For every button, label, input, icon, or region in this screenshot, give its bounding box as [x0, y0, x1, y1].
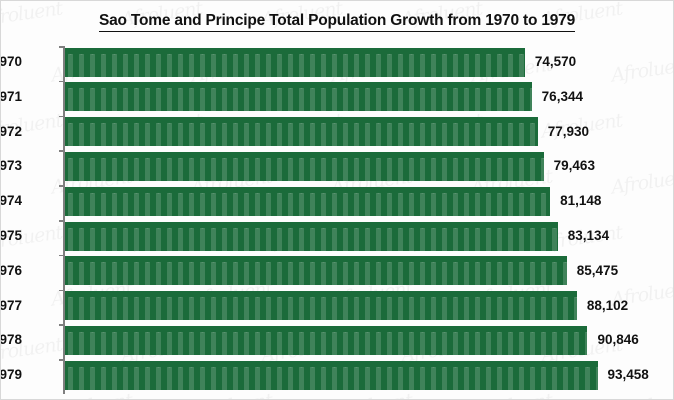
- value-label: 74,570: [534, 54, 577, 69]
- value-label: 85,475: [576, 262, 619, 278]
- y-axis-tick: [59, 324, 63, 326]
- y-axis-line: [63, 46, 65, 394]
- bar[interactable]: [64, 360, 598, 390]
- value-label: 90,846: [597, 332, 639, 348]
- bar-top-band: [64, 256, 567, 263]
- value-label: 77,930: [547, 123, 590, 139]
- y-axis-tick: [59, 359, 63, 361]
- y-axis-tick: [59, 185, 63, 187]
- bar-row: 1979 93,458: [1, 359, 668, 394]
- bar-row: 1973 79,463: [1, 150, 668, 185]
- bar-row: 1971 76,344: [1, 80, 668, 116]
- bar[interactable]: [64, 186, 551, 216]
- bar-row: 1972 77,930: [1, 115, 668, 151]
- bar[interactable]: [64, 47, 525, 77]
- year-label: 1974: [0, 193, 22, 209]
- y-axis-tick: [59, 46, 63, 48]
- year-label: 1972: [0, 123, 22, 139]
- bar-top-band: [64, 221, 558, 228]
- bar-row: 1974 81,148: [1, 185, 668, 220]
- value-label: 88,102: [586, 297, 629, 313]
- value-label: 83,134: [567, 228, 610, 243]
- bar-row: 1975 83,134: [1, 220, 668, 255]
- year-label: 1975: [0, 228, 22, 243]
- bar[interactable]: [64, 117, 538, 147]
- y-axis-tick: [59, 220, 63, 222]
- bar[interactable]: [64, 221, 558, 251]
- bar-row: 1976 85,475: [1, 254, 668, 290]
- chart-title: Sao Tome and Principe Total Population G…: [1, 12, 673, 32]
- bar-top-band: [64, 151, 544, 158]
- bar[interactable]: [64, 325, 588, 355]
- y-axis-tick: [59, 254, 63, 257]
- y-axis-tick: [59, 115, 63, 118]
- y-axis-tick: [59, 80, 63, 83]
- year-label: 1977: [0, 297, 22, 313]
- value-label: 79,463: [553, 158, 595, 174]
- bar[interactable]: [64, 256, 567, 286]
- bar[interactable]: [64, 82, 532, 112]
- plot-area: 1970 74,570 1971 76,344 1972 77,930 1973 79,463…: [1, 46, 668, 394]
- y-axis-tick: [59, 150, 63, 152]
- bar-row: 1978 90,846: [1, 324, 668, 359]
- value-label: 93,458: [607, 367, 649, 383]
- bar-top-band: [64, 291, 577, 298]
- year-label: 1976: [0, 262, 22, 278]
- bar-top-band: [64, 360, 598, 367]
- chart-title-text: Sao Tome and Principe Total Population G…: [98, 12, 575, 32]
- year-label: 1979: [0, 367, 22, 383]
- bar-top-band: [64, 325, 588, 332]
- value-label: 81,148: [560, 193, 602, 209]
- value-label: 76,344: [541, 88, 583, 104]
- year-label: 1978: [0, 332, 22, 348]
- bar-row: 1977 88,102: [1, 289, 668, 325]
- year-label: 1970: [0, 54, 22, 69]
- bar-top-band: [64, 82, 532, 89]
- bar[interactable]: [64, 151, 544, 181]
- y-axis-tick: [59, 289, 63, 292]
- bar-top-band: [64, 47, 525, 54]
- bar[interactable]: [64, 291, 577, 321]
- year-label: 1971: [0, 88, 22, 104]
- year-label: 1973: [0, 158, 22, 174]
- bar-row: 1970 74,570: [1, 46, 668, 81]
- bar-top-band: [64, 117, 538, 124]
- bar-top-band: [64, 186, 551, 193]
